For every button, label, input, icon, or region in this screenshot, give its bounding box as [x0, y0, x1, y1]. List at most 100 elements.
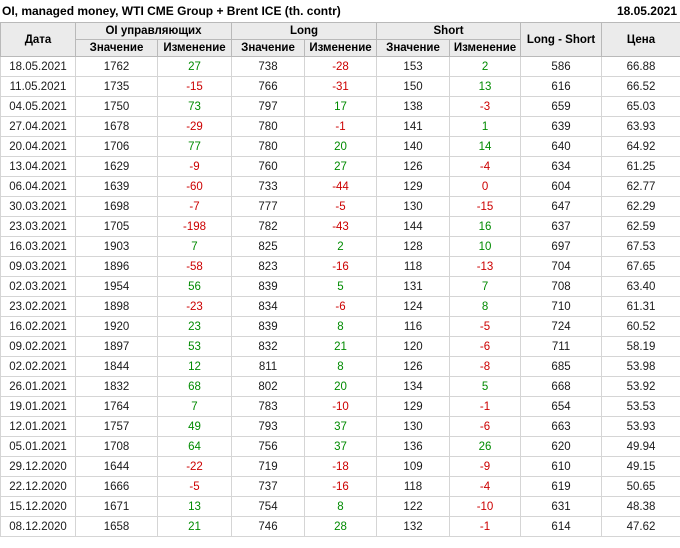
cell-short-value: 120	[376, 336, 451, 357]
cell-long-value: 733	[231, 176, 305, 197]
cell-long-value: 783	[231, 396, 305, 417]
cell-short-change: -9	[449, 456, 522, 477]
cell-short-change: -6	[449, 336, 522, 357]
cell-oi-change: -198	[157, 216, 232, 237]
cell-short-value: 130	[376, 416, 451, 437]
cell-oi-change: -29	[157, 116, 232, 137]
cell-long-change: -44	[303, 176, 378, 197]
cell-date: 29.12.2020	[0, 456, 76, 477]
cell-short-value: 116	[376, 316, 451, 337]
cell-oi-change: -22	[157, 456, 232, 477]
cell-oi-value: 1705	[75, 216, 158, 237]
cell-date: 05.01.2021	[0, 436, 76, 457]
cell-oi-change: 12	[157, 356, 232, 377]
page-title: OI, managed money, WTI CME Group + Brent…	[2, 4, 341, 18]
cell-date: 20.04.2021	[0, 136, 76, 157]
cell-short-value: 131	[376, 276, 451, 297]
cell-short-value: 118	[376, 256, 451, 277]
cell-oi-value: 1897	[75, 336, 158, 357]
cell-short-value: 141	[376, 116, 451, 137]
cell-oi-change: 13	[157, 496, 232, 517]
cell-long-value: 719	[231, 456, 305, 477]
cell-long-value: 782	[231, 216, 305, 237]
cell-date: 23.03.2021	[0, 216, 76, 237]
cell-long-short: 697	[520, 236, 603, 257]
cell-long-short: 610	[520, 456, 603, 477]
cell-date: 09.03.2021	[0, 256, 76, 277]
table-row: 11.05.2021 1735 -15 766 -31 150 13 616 66.52	[0, 76, 680, 97]
cell-short-value: 153	[376, 56, 451, 77]
cell-long-short: 614	[520, 516, 603, 537]
cell-date: 27.04.2021	[0, 116, 76, 137]
cell-date: 09.02.2021	[0, 336, 76, 357]
table-row: 20.04.2021 1706 77 780 20 140 14 640 64.92	[0, 136, 680, 157]
cell-price: 53.93	[601, 416, 680, 437]
cell-oi-change: 64	[157, 436, 232, 457]
table-body: 18.05.2021 1762 27 738 -28 153 2 586 66.88 11.05.…	[0, 56, 680, 537]
cell-long-change: -28	[303, 56, 378, 77]
cell-date: 16.02.2021	[0, 316, 76, 337]
cell-long-change: 8	[303, 316, 378, 337]
cell-price: 53.98	[601, 356, 680, 377]
cell-long-value: 754	[231, 496, 305, 517]
cell-long-change: 8	[303, 356, 378, 377]
cell-long-change: -10	[303, 396, 378, 417]
cell-long-change: -1	[303, 116, 378, 137]
cell-oi-value: 1698	[75, 196, 158, 217]
cell-oi-value: 1750	[75, 96, 158, 117]
cell-long-short: 711	[520, 336, 603, 357]
cell-oi-change: -7	[157, 196, 232, 217]
cell-oi-value: 1757	[75, 416, 158, 437]
cell-oi-change: -15	[157, 76, 232, 97]
table-row: 19.01.2021 1764 7 783 -10 129 -1 654 53.53	[0, 396, 680, 417]
col-header-oi-group: OI управляющих	[75, 22, 232, 40]
cell-long-value: 780	[231, 116, 305, 137]
cell-long-value: 839	[231, 316, 305, 337]
cell-long-short: 639	[520, 116, 603, 137]
cell-long-change: 28	[303, 516, 378, 537]
cell-long-change: 21	[303, 336, 378, 357]
cell-oi-value: 1896	[75, 256, 158, 277]
cell-long-change: -43	[303, 216, 378, 237]
cell-oi-value: 1898	[75, 296, 158, 317]
cell-oi-change: 7	[157, 236, 232, 257]
cell-price: 65.03	[601, 96, 680, 117]
cell-price: 53.53	[601, 396, 680, 417]
cell-long-short: 704	[520, 256, 603, 277]
cell-long-change: 20	[303, 376, 378, 397]
cell-short-value: 136	[376, 436, 451, 457]
cell-short-change: -8	[449, 356, 522, 377]
cell-oi-change: 7	[157, 396, 232, 417]
cell-short-change: -10	[449, 496, 522, 517]
table-row: 16.03.2021 1903 7 825 2 128 10 697 67.53	[0, 236, 680, 257]
cell-oi-change: 56	[157, 276, 232, 297]
cell-oi-change: 23	[157, 316, 232, 337]
cell-short-change: 26	[449, 436, 522, 457]
cell-long-change: 37	[303, 416, 378, 437]
cell-long-value: 832	[231, 336, 305, 357]
cell-oi-value: 1762	[75, 56, 158, 77]
cell-long-value: 802	[231, 376, 305, 397]
cell-oi-change: -9	[157, 156, 232, 177]
cell-oi-value: 1844	[75, 356, 158, 377]
cell-short-change: 7	[449, 276, 522, 297]
cell-oi-value: 1666	[75, 476, 158, 497]
cell-short-value: 129	[376, 396, 451, 417]
cell-oi-value: 1832	[75, 376, 158, 397]
cell-oi-value: 1678	[75, 116, 158, 137]
cell-oi-value: 1706	[75, 136, 158, 157]
cell-long-short: 659	[520, 96, 603, 117]
cell-short-value: 124	[376, 296, 451, 317]
cell-date: 18.05.2021	[0, 56, 76, 77]
cell-long-short: 724	[520, 316, 603, 337]
col-header-long-group: Long	[230, 22, 378, 40]
cell-long-short: 710	[520, 296, 603, 317]
cell-oi-change: 77	[157, 136, 232, 157]
cell-long-value: 780	[231, 136, 305, 157]
cell-oi-value: 1658	[75, 516, 158, 537]
table-row: 09.02.2021 1897 53 832 21 120 -6 711 58.19	[0, 336, 680, 357]
cell-long-short: 637	[520, 216, 603, 237]
table-row: 26.01.2021 1832 68 802 20 134 5 668 53.92	[0, 376, 680, 397]
cell-oi-change: 27	[157, 56, 232, 77]
cell-short-value: 126	[376, 156, 451, 177]
